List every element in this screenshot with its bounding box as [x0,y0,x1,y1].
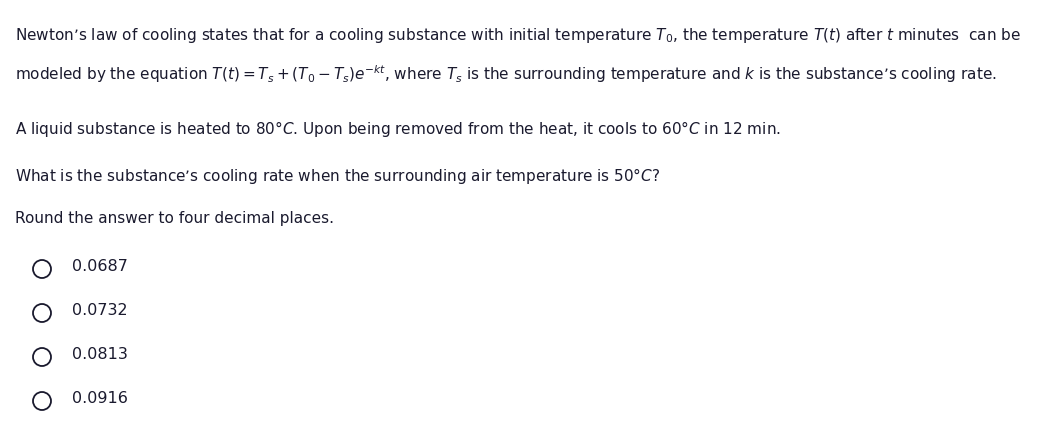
Text: Newton’s law of cooling states that for a cooling substance with initial tempera: Newton’s law of cooling states that for … [15,26,1021,45]
Text: 0.0687: 0.0687 [72,259,127,274]
Text: A liquid substance is heated to 80°$C$. Upon being removed from the heat, it coo: A liquid substance is heated to 80°$C$. … [15,119,781,139]
Text: modeled by the equation $T(t) = T_s + (T_0 - T_s)e^{-kt}$, where $T_s$ is the su: modeled by the equation $T(t) = T_s + (T… [15,63,997,85]
Text: 0.0813: 0.0813 [72,347,127,362]
Text: 0.0916: 0.0916 [72,391,127,406]
Text: What is the substance’s cooling rate when the surrounding air temperature is 50°: What is the substance’s cooling rate whe… [15,166,661,186]
Text: 0.0732: 0.0732 [72,303,127,318]
Text: Round the answer to four decimal places.: Round the answer to four decimal places. [15,211,335,226]
